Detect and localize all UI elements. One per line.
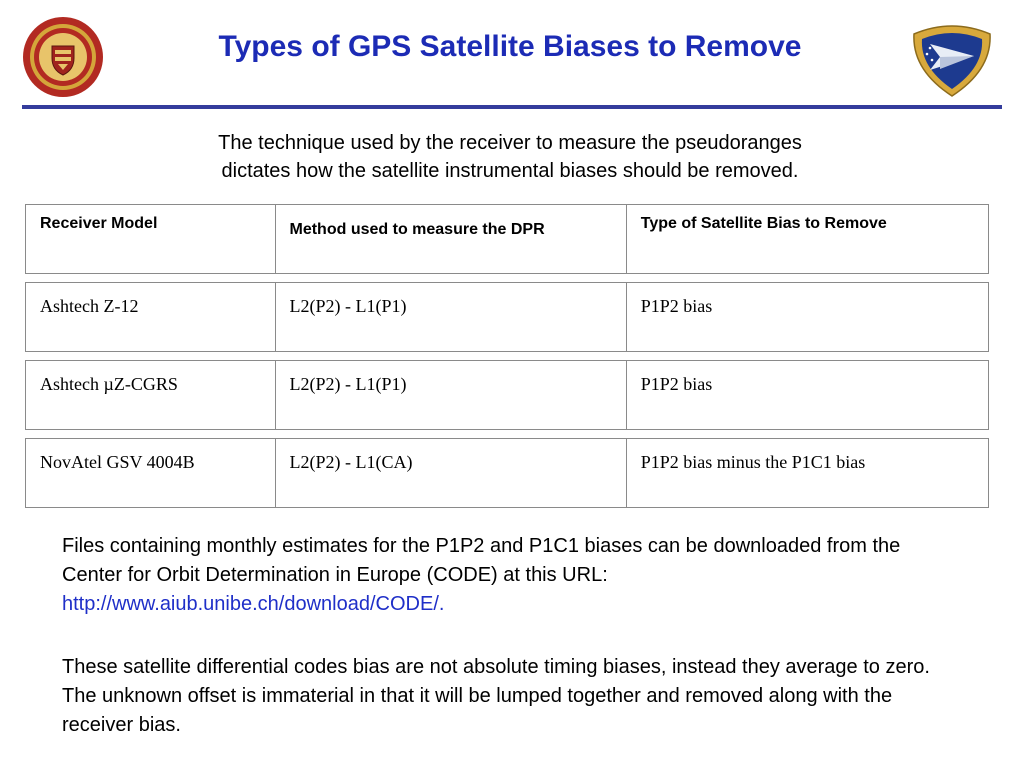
cell-bias-type: P1P2 bias (625, 361, 988, 429)
header-method: Method used to measure the DPR (274, 205, 626, 273)
cell-receiver-model: NovAtel GSV 4004B (40, 452, 195, 472)
code-files-paragraph: Files containing monthly estimates for t… (62, 532, 962, 619)
cell-bias-type: P1P2 bias (625, 283, 988, 351)
cell-method: L2(P2) - L1(P1) (274, 283, 626, 351)
title-divider (22, 105, 1002, 109)
intro-text: The technique used by the receiver to me… (60, 129, 960, 185)
intro-line-1: The technique used by the receiver to me… (218, 132, 802, 154)
header-receiver-model: Receiver Model (40, 215, 158, 232)
intro-line-2: dictates how the satellite instrumental … (221, 160, 799, 182)
code-files-text: Files containing monthly estimates for t… (62, 535, 901, 586)
cell-bias-type: P1P2 bias minus the P1C1 bias (625, 439, 988, 507)
cell-receiver-model: Ashtech Z-12 (40, 296, 139, 316)
bias-note-paragraph: These satellite differential codes bias … (62, 656, 930, 736)
table-row: NovAtel GSV 4004B L2(P2) - L1(CA) P1P2 b… (25, 438, 989, 508)
cell-method: L2(P2) - L1(CA) (274, 439, 626, 507)
boston-college-seal-icon (23, 17, 103, 97)
code-download-link[interactable]: http://www.aiub.unibe.ch/download/CODE/. (62, 593, 445, 615)
cell-receiver-model: Ashtech µZ-CGRS (40, 374, 178, 394)
afrl-shield-icon (913, 25, 991, 97)
slide-title: Types of GPS Satellite Biases to Remove (218, 30, 802, 63)
table-row: Ashtech µZ-CGRS L2(P2) - L1(P1) P1P2 bia… (25, 360, 989, 430)
cell-method: L2(P2) - L1(P1) (274, 361, 626, 429)
table-header-row: Receiver Model Method used to measure th… (25, 204, 989, 274)
table-row: Ashtech Z-12 L2(P2) - L1(P1) P1P2 bias (25, 282, 989, 352)
header-bias-type: Type of Satellite Bias to Remove (625, 205, 988, 273)
